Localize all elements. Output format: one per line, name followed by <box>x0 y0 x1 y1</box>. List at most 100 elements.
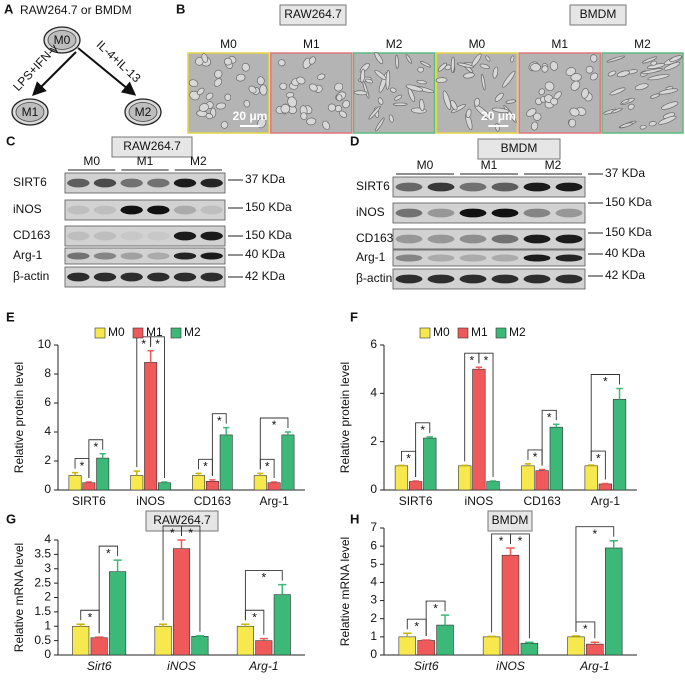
cell <box>388 114 394 123</box>
cell <box>417 66 425 73</box>
cell <box>205 92 214 100</box>
legend-swatch <box>495 327 507 339</box>
band <box>459 234 487 244</box>
legend-label: M0 <box>433 325 450 339</box>
group-box <box>279 4 347 26</box>
cell <box>568 118 577 128</box>
bar <box>96 457 110 491</box>
significance-label: * <box>533 450 538 464</box>
error-bar <box>99 453 106 459</box>
bar <box>157 482 171 491</box>
bar <box>521 465 535 491</box>
cell <box>450 99 458 111</box>
cell <box>392 102 408 106</box>
error-bar <box>616 387 623 400</box>
cell <box>287 96 297 108</box>
x-tick-label: Arg-1 <box>591 494 621 508</box>
cell <box>585 65 594 74</box>
size-label: 40 KDa <box>245 247 285 261</box>
band <box>93 252 117 260</box>
significance-label: * <box>603 375 608 389</box>
cell <box>308 83 318 92</box>
legend-label: M1 <box>146 325 163 339</box>
cell <box>570 80 581 91</box>
bar <box>423 437 437 491</box>
y-tick-label: 4 <box>44 424 51 438</box>
error-bar <box>506 547 515 556</box>
significance-label: * <box>203 459 208 473</box>
band <box>200 252 223 260</box>
x-tick-label: CD163 <box>194 494 232 508</box>
band <box>200 231 223 241</box>
band <box>555 254 583 262</box>
cell <box>658 88 679 95</box>
lane-group-label: M1 <box>481 158 498 172</box>
blot-row-label: Arg-1 <box>356 250 386 264</box>
chart: H BMDM Relative mRNA level 0 1 2 3 4 5 6 7 Sirt6 iNO… <box>338 510 637 673</box>
cell <box>195 56 204 66</box>
cell <box>243 100 251 108</box>
panel-label: A <box>4 1 14 16</box>
cell <box>235 73 246 82</box>
significance-bracket <box>541 409 557 466</box>
bar <box>144 362 158 491</box>
cell <box>306 117 317 126</box>
bar <box>192 475 206 491</box>
column-label: M0 <box>220 37 237 51</box>
significance-bracket <box>590 374 620 462</box>
band <box>459 254 487 262</box>
band <box>459 182 487 192</box>
bar <box>598 483 612 491</box>
x-tick-label: Sirt6 <box>87 659 112 673</box>
significance-bracket <box>575 526 615 632</box>
size-label: 150 KDa <box>605 195 652 209</box>
band <box>147 178 170 188</box>
band <box>67 205 90 215</box>
cell <box>220 121 229 129</box>
cell <box>395 54 399 69</box>
band <box>67 272 90 282</box>
cell <box>385 69 391 90</box>
band <box>427 234 455 244</box>
cell <box>532 112 542 121</box>
chart-title: BMDM <box>492 513 529 527</box>
scale-bar-label: 20 μm <box>233 109 268 123</box>
cell <box>619 122 633 129</box>
y-axis-label: Relative mRNA level <box>12 543 26 652</box>
cell <box>199 103 209 112</box>
bar <box>219 434 233 491</box>
y-tick-label: 0 <box>370 647 377 661</box>
cell <box>377 97 384 105</box>
y-axis-label: Relative protein level <box>12 362 26 473</box>
band <box>120 205 143 215</box>
cell <box>368 105 381 120</box>
bar <box>267 482 281 491</box>
blot <box>392 176 586 198</box>
error-bar <box>76 623 85 627</box>
cell <box>581 88 589 99</box>
bar <box>253 475 267 491</box>
significance-label: * <box>217 414 222 428</box>
significance-bracket <box>150 336 165 479</box>
cell <box>374 51 384 65</box>
cell <box>375 117 385 132</box>
cell <box>201 53 208 63</box>
band <box>555 234 583 244</box>
panel-label: H <box>350 511 359 526</box>
cell <box>530 63 541 72</box>
bar <box>612 399 627 491</box>
blot-row-label: iNOS <box>356 205 385 219</box>
cell <box>364 78 374 84</box>
error-bar <box>133 470 140 476</box>
arrow <box>77 47 137 96</box>
cell <box>450 56 455 73</box>
bar <box>82 482 96 491</box>
blot <box>64 247 226 265</box>
cell <box>419 61 432 68</box>
blot <box>64 266 226 288</box>
error-bar <box>609 539 618 548</box>
size-label: 42 KDa <box>605 268 645 282</box>
error-bar <box>259 637 268 641</box>
cell <box>405 54 413 64</box>
